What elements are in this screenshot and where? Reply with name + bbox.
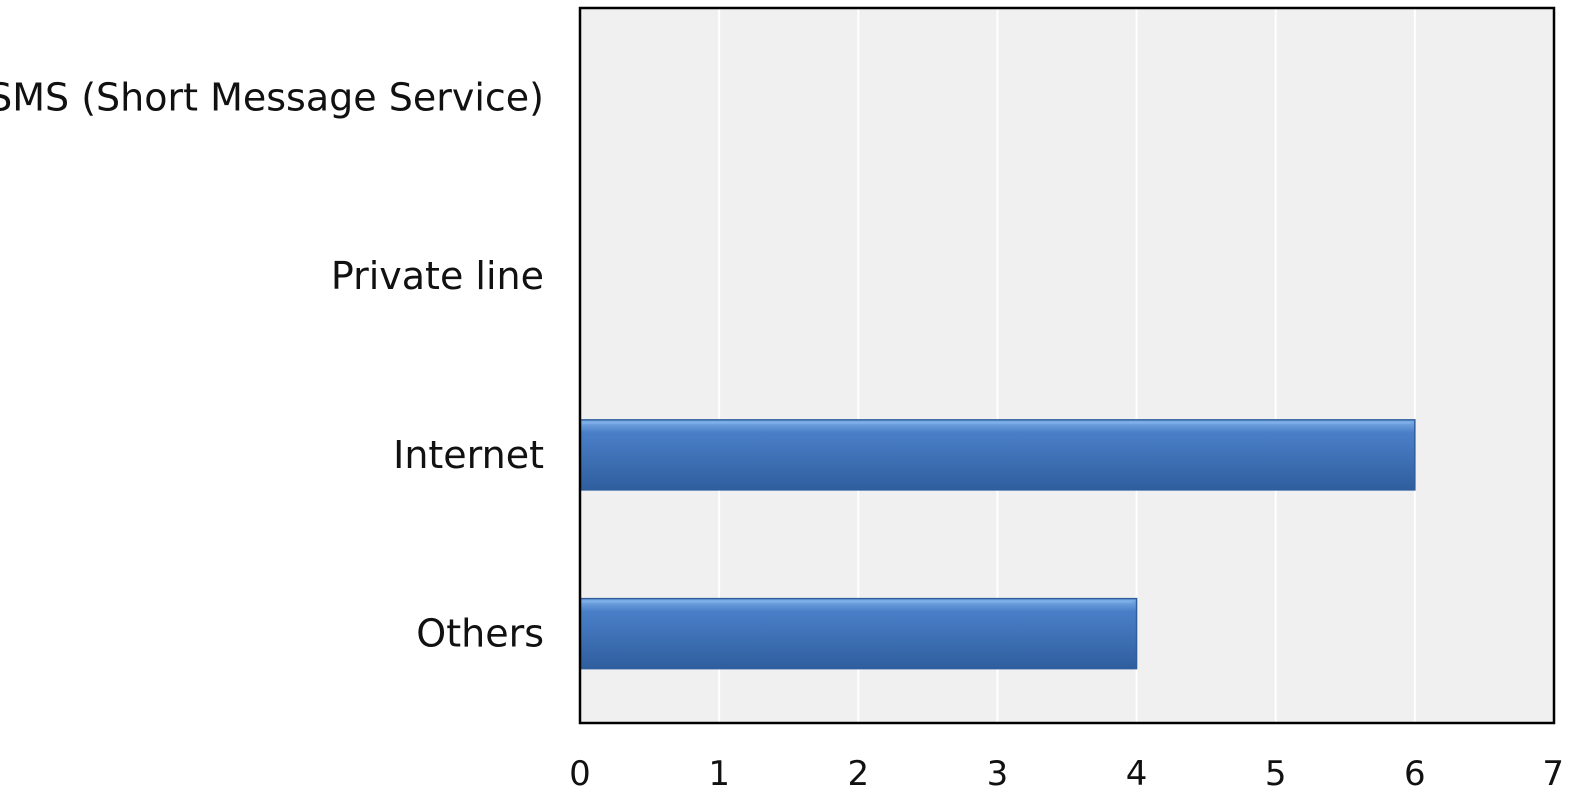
category-label: Private line — [331, 254, 544, 298]
category-label: SMS (Short Message Service) — [0, 75, 544, 119]
bar — [579, 597, 1138, 670]
bars — [579, 419, 1416, 670]
x-tick-label: 1 — [708, 754, 730, 794]
x-tick-label: 2 — [847, 754, 869, 794]
bar — [579, 419, 1416, 491]
x-tick-label: 7 — [1542, 754, 1564, 794]
x-tick-label: 3 — [987, 754, 1009, 794]
category-label: Others — [416, 612, 544, 656]
x-tick-label: 4 — [1126, 754, 1148, 794]
x-axis-tick-labels: 0 1 2 3 4 5 6 7 — [569, 754, 1564, 794]
plot-area-frame — [578, 6, 1556, 725]
category-labels: SMS (Short Message Service) Private line I… — [0, 75, 544, 655]
category-label: Internet — [393, 433, 544, 477]
x-tick-label: 5 — [1265, 754, 1287, 794]
x-tick-label: 0 — [569, 754, 591, 794]
gridlines — [718, 8, 1416, 723]
x-tick-label: 6 — [1404, 754, 1426, 794]
